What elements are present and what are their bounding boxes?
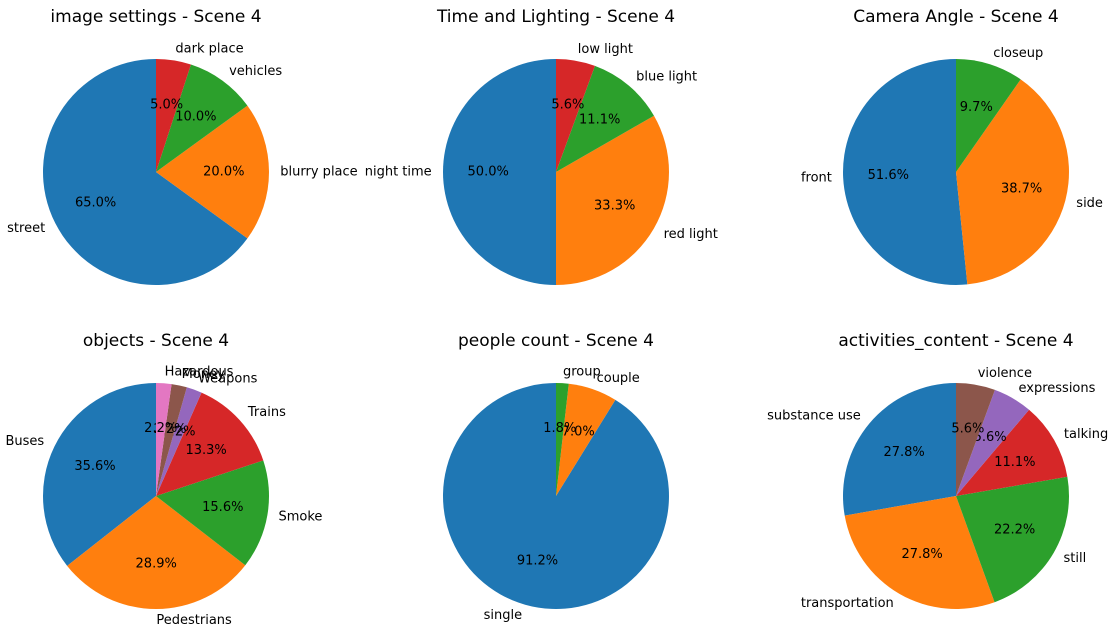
slice-percent: 10.0% [175, 110, 216, 125]
pie-slice [956, 389, 1030, 496]
pie-chart-1: image settings - Scene 4 street 65.0% blurr… [7, 7, 358, 285]
slice-percent: 13.3% [185, 443, 226, 458]
slice-label: front [801, 171, 832, 186]
pie-slice [956, 409, 1068, 496]
slice-percent: 33.3% [594, 199, 635, 214]
chart-title: people count - Scene 4 [458, 331, 654, 351]
slice-percent: 11.1% [994, 455, 1035, 470]
slice-percent: 2.2% [144, 421, 177, 436]
slice-label: still [1064, 551, 1087, 566]
slice-label: violence [978, 366, 1032, 381]
pie-slice [843, 59, 968, 285]
pie-chart-5: people count - Scene 4 single 91.2% couple 7… [442, 331, 669, 623]
slice-label: night time [365, 165, 432, 180]
slice-percent: 7.0% [562, 424, 595, 439]
slice-label: low light [578, 42, 633, 57]
slice-label: side [1076, 196, 1103, 211]
pie-slice [156, 383, 172, 496]
slice-percent: 9.7% [960, 100, 993, 115]
chart-title: Camera Angle - Scene 4 [853, 7, 1059, 27]
pie-slice [556, 65, 654, 172]
pie-slice [156, 64, 248, 172]
slice-label: Hazardous [165, 365, 234, 380]
pie-slice [42, 383, 156, 566]
slice-percent: 27.8% [901, 547, 942, 562]
slice-label: group [563, 364, 601, 379]
pie-slice [156, 58, 191, 172]
slice-percent: 22.2% [994, 523, 1035, 538]
slice-label: blue light [636, 70, 697, 85]
slice-label: talking [1064, 427, 1108, 442]
slice-percent: 5.0% [150, 98, 183, 113]
slice-percent: 91.2% [517, 554, 558, 569]
slice-percent: 35.6% [74, 459, 115, 474]
pie-slice [956, 59, 1021, 172]
slice-label: Money [182, 367, 225, 382]
pie-slice [556, 59, 595, 172]
pie-slice [443, 59, 556, 285]
slice-percent: 65.0% [75, 195, 116, 210]
chart-title: objects - Scene 4 [83, 331, 229, 351]
pie-slice [956, 476, 1069, 603]
slice-label: dark place [175, 42, 243, 57]
pie-slice [156, 387, 202, 496]
slice-label: vehicles [229, 64, 282, 79]
slice-percent: 38.7% [1001, 182, 1042, 197]
pie-slice [156, 384, 187, 496]
slice-percent: 5.6% [551, 98, 584, 113]
pie-slice [956, 79, 1069, 285]
slice-percent: 28.9% [136, 556, 177, 571]
pie-slice [43, 59, 248, 285]
slice-label: single [484, 608, 523, 623]
slice-label: transportation [801, 596, 894, 611]
slice-label: Pedestrians [156, 613, 232, 628]
slice-percent: 50.0% [468, 165, 509, 180]
pie-chart-4: objects - Scene 4 Buses 35.6% Pedestrians 28… [5, 331, 322, 628]
chart-title: Time and Lighting - Scene 4 [436, 7, 675, 27]
pie-chart-3: Camera Angle - Scene 4 front 51.6% side 38.7… [801, 7, 1103, 285]
pie-chart-6: activities_content - Scene 4 substance us… [767, 331, 1108, 611]
slice-label: couple [597, 371, 640, 386]
pie-slice [67, 496, 246, 610]
pie-slice [156, 392, 264, 496]
slice-label: red light [664, 227, 718, 242]
pie-slice [844, 496, 995, 609]
pie-slice [556, 383, 569, 496]
slice-label: blurry place [280, 165, 357, 180]
slice-percent: 1.8% [543, 421, 576, 436]
slice-percent: 20.0% [203, 165, 244, 180]
slice-label: street [7, 221, 45, 236]
slice-percent: 5.6% [974, 430, 1007, 445]
pie-slice [956, 383, 995, 496]
slice-percent: 27.8% [883, 445, 924, 460]
pie-chart-2: Time and Lighting - Scene 4 night time 50.… [365, 7, 718, 286]
slice-label: Buses [5, 434, 44, 449]
pie-slice [556, 115, 669, 286]
slice-percent: 51.6% [868, 168, 909, 183]
slice-label: expressions [1019, 381, 1096, 396]
chart-title: activities_content - Scene 4 [838, 331, 1073, 351]
chart-title: image settings - Scene 4 [50, 7, 261, 27]
slice-label: Trains [247, 405, 286, 420]
slice-label: Weapons [198, 372, 258, 387]
pie-slice [156, 460, 270, 566]
pie-slice [156, 105, 270, 239]
pie-slice [442, 383, 669, 609]
slice-percent: 5.6% [951, 422, 984, 437]
slice-label: substance use [767, 409, 861, 424]
slice-label: Smoke [279, 510, 323, 525]
pie-slice [843, 383, 956, 516]
pie-slice [556, 383, 616, 496]
slice-percent: 15.6% [202, 500, 243, 515]
slice-label: closeup [993, 46, 1043, 61]
slice-percent: 11.1% [579, 113, 620, 128]
